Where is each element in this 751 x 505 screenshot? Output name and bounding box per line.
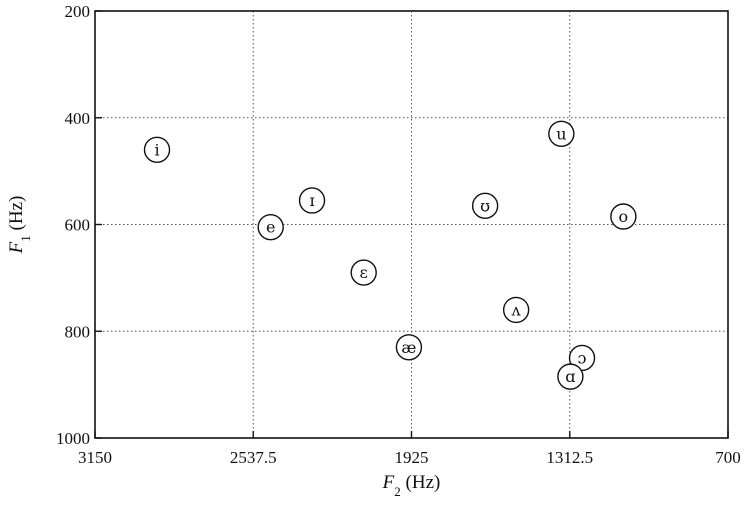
data-point-marker <box>548 120 575 147</box>
data-point-marker <box>395 334 423 361</box>
x-tick-label: 3150 <box>78 448 112 467</box>
data-point-label: ɔ <box>578 348 587 367</box>
y-tick-label: 800 <box>65 322 91 341</box>
data-point-label: ɪ <box>309 191 314 210</box>
y-axis-label-sub: 1 <box>18 235 33 242</box>
data-point: ɪ <box>298 187 326 214</box>
data-point-label: ɑ <box>565 367 575 386</box>
data-point-label: o <box>619 207 629 226</box>
data-point: u <box>548 120 575 147</box>
data-point: i <box>143 136 171 163</box>
x-axis-label: F2 (Hz) <box>382 472 441 499</box>
data-point-label: i <box>154 140 159 159</box>
data-points: i e ɪ ɛ æ ʊ ʌ u o ɔɑ <box>143 120 637 390</box>
data-point: e <box>257 213 284 241</box>
data-point-label: æ <box>401 338 416 357</box>
data-point: ʊ <box>471 192 499 220</box>
data-point-marker <box>471 192 499 220</box>
data-point-label: ɛ <box>360 263 368 282</box>
x-axis-label-sub: 2 <box>394 484 401 499</box>
data-point-marker <box>298 187 326 214</box>
data-point-label: u <box>556 124 566 143</box>
x-tick-label: 1312.5 <box>546 448 593 467</box>
data-point-marker <box>557 363 584 390</box>
y-axis-label-unit: (Hz) <box>6 196 27 236</box>
data-point-label: ʌ <box>511 300 521 319</box>
data-point-label: e <box>266 218 275 237</box>
x-tick-label: 1925 <box>395 448 429 467</box>
data-point: o <box>610 203 637 230</box>
y-axis-label: F1 (Hz) <box>6 196 33 255</box>
data-point-marker <box>610 203 637 230</box>
grid <box>95 11 728 438</box>
y-tick-label: 400 <box>65 109 91 128</box>
data-point: ʌ <box>502 296 530 324</box>
y-axis-label-main: F <box>6 241 27 254</box>
data-point: æ <box>395 334 423 361</box>
x-tick-label: 700 <box>715 448 741 467</box>
data-point-label: ʊ <box>480 196 490 215</box>
x-tick-label: 2537.5 <box>230 448 277 467</box>
y-tick-label: 1000 <box>56 429 90 448</box>
data-point-marker <box>350 259 377 286</box>
y-tick-label: 600 <box>65 216 91 235</box>
x-axis-label-unit: (Hz) <box>401 472 441 493</box>
y-tick-label: 200 <box>65 2 91 21</box>
data-point-marker <box>143 136 171 163</box>
data-point: ɑ <box>557 363 584 390</box>
data-point-marker <box>502 296 530 324</box>
axis-ticks: 3150 2537.5 1925 1312.5 700 200 400 600 800 1000 <box>56 2 741 467</box>
data-point: ɛ <box>350 259 377 286</box>
x-axis-label-main: F <box>382 472 395 493</box>
data-point-marker <box>257 213 284 241</box>
